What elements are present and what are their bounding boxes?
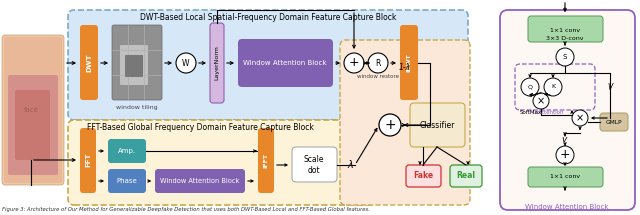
Text: DWT: DWT — [86, 54, 92, 72]
Text: K: K — [551, 84, 555, 89]
FancyBboxPatch shape — [8, 75, 58, 175]
Circle shape — [344, 53, 364, 73]
Text: 3×3 D-conv: 3×3 D-conv — [547, 35, 584, 40]
Text: Amp.: Amp. — [118, 148, 136, 154]
FancyBboxPatch shape — [120, 45, 148, 85]
FancyBboxPatch shape — [406, 165, 441, 187]
Text: +: + — [384, 118, 396, 132]
FancyBboxPatch shape — [2, 35, 64, 185]
Text: window restore: window restore — [357, 74, 399, 78]
FancyBboxPatch shape — [410, 103, 465, 147]
FancyBboxPatch shape — [292, 147, 337, 182]
Text: window tiling: window tiling — [116, 106, 158, 111]
Text: GMLP: GMLP — [605, 120, 622, 124]
Text: face: face — [24, 107, 38, 113]
Circle shape — [533, 93, 549, 109]
Circle shape — [176, 53, 196, 73]
FancyBboxPatch shape — [108, 139, 146, 163]
FancyBboxPatch shape — [258, 128, 274, 193]
Text: R: R — [375, 58, 381, 68]
Circle shape — [572, 110, 588, 126]
Text: W: W — [182, 58, 189, 68]
Text: IFFT: IFFT — [264, 152, 269, 167]
FancyBboxPatch shape — [210, 23, 224, 103]
Text: 1-λ: 1-λ — [399, 63, 411, 72]
Text: Phase: Phase — [116, 178, 138, 184]
Circle shape — [544, 78, 562, 96]
FancyBboxPatch shape — [500, 10, 635, 210]
Text: Scale
dot: Scale dot — [304, 155, 324, 175]
Text: SoftMax: SoftMax — [520, 109, 542, 115]
Text: $\hat{v}$: $\hat{v}$ — [561, 133, 569, 145]
Text: Fake: Fake — [413, 172, 433, 181]
FancyBboxPatch shape — [450, 165, 482, 187]
Text: λ: λ — [347, 160, 353, 170]
FancyBboxPatch shape — [108, 169, 146, 193]
FancyBboxPatch shape — [15, 90, 50, 160]
Circle shape — [379, 114, 401, 136]
Text: Window Attention Block: Window Attention Block — [525, 204, 609, 210]
Text: 1×1 conv: 1×1 conv — [550, 175, 580, 180]
FancyBboxPatch shape — [112, 25, 162, 100]
Text: Q: Q — [527, 84, 532, 89]
FancyBboxPatch shape — [155, 169, 245, 193]
Text: Classifier: Classifier — [419, 120, 454, 129]
Text: 1×1 conv: 1×1 conv — [550, 28, 580, 32]
FancyBboxPatch shape — [600, 113, 628, 131]
FancyBboxPatch shape — [400, 25, 418, 100]
Text: Real: Real — [456, 172, 476, 181]
FancyBboxPatch shape — [80, 25, 98, 100]
Text: ×: × — [537, 96, 545, 106]
Text: Window Attention Block: Window Attention Block — [243, 60, 327, 66]
Text: LoAttention: LoAttention — [532, 109, 564, 115]
Circle shape — [368, 53, 388, 73]
Text: DWT-Based Local Spatial-Frequency Domain Feature Capture Block: DWT-Based Local Spatial-Frequency Domain… — [140, 12, 396, 22]
Text: LayerNorm: LayerNorm — [214, 46, 220, 80]
Circle shape — [521, 78, 539, 96]
Text: Window Attention Block: Window Attention Block — [160, 178, 240, 184]
FancyBboxPatch shape — [528, 16, 603, 42]
Text: +: + — [349, 57, 359, 69]
Text: V: V — [607, 83, 612, 92]
Text: ×: × — [576, 113, 584, 123]
Text: Figure 3: Architecture of Our Method for Generalizable Deepfake Detection that u: Figure 3: Architecture of Our Method for… — [2, 207, 370, 212]
Text: +: + — [560, 149, 570, 161]
FancyBboxPatch shape — [68, 120, 378, 205]
FancyBboxPatch shape — [68, 10, 468, 120]
Circle shape — [556, 146, 574, 164]
FancyBboxPatch shape — [238, 39, 333, 87]
Text: FFT: FFT — [85, 153, 91, 167]
FancyBboxPatch shape — [528, 167, 603, 187]
FancyBboxPatch shape — [125, 55, 143, 77]
FancyBboxPatch shape — [4, 37, 62, 183]
FancyBboxPatch shape — [80, 128, 96, 193]
Text: FFT-Based Global Frequency Domain Feature Capture Block: FFT-Based Global Frequency Domain Featur… — [86, 123, 314, 132]
Text: S: S — [563, 54, 567, 60]
Text: IDWT: IDWT — [406, 54, 412, 72]
Circle shape — [556, 48, 574, 66]
FancyBboxPatch shape — [340, 40, 470, 205]
